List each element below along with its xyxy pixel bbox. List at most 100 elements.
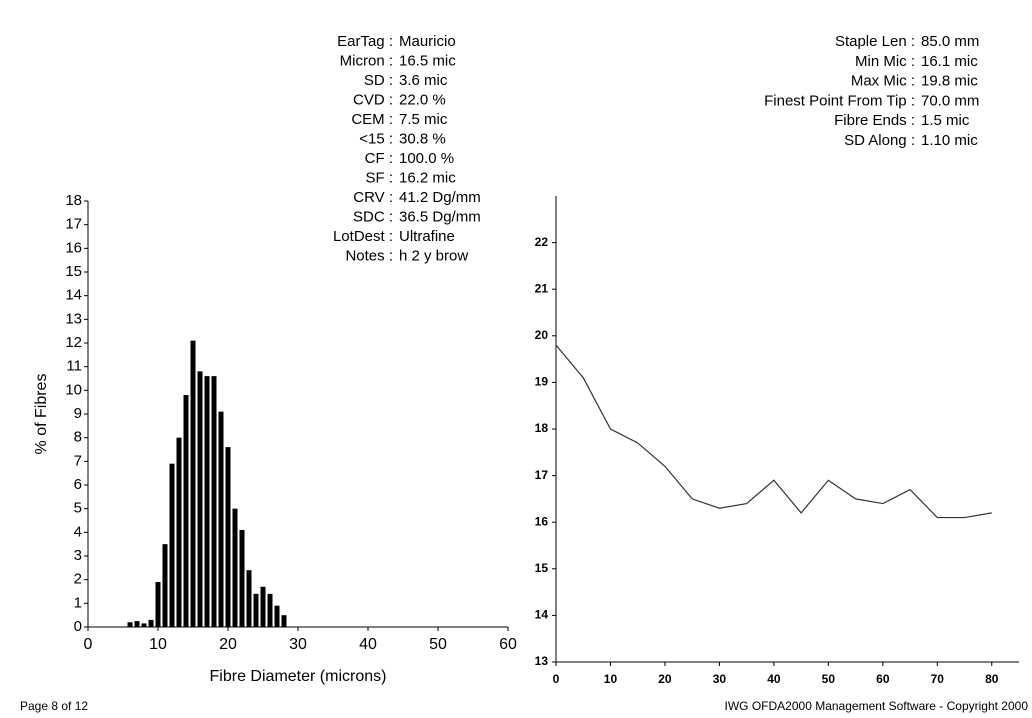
stat-label: SF :	[365, 169, 393, 186]
y-tick-label: 12	[65, 334, 82, 351]
stat-label: CVD :	[353, 91, 393, 108]
x-tick-label: 50	[429, 636, 447, 653]
y-axis-title: % of Fibres	[33, 374, 50, 455]
y-tick-label: 15	[535, 561, 549, 575]
stat-label: Fibre Ends :	[834, 112, 915, 129]
bar	[134, 621, 140, 627]
bar	[225, 447, 231, 627]
bar	[232, 508, 238, 627]
stat-label: Finest Point From Tip :	[764, 92, 915, 109]
y-tick-label: 20	[535, 328, 549, 342]
x-tick-label: 30	[713, 672, 727, 686]
stat-value: 70.0 mm	[921, 92, 979, 109]
stat-value: Mauricio	[399, 33, 456, 50]
x-tick-label: 60	[499, 636, 517, 653]
stat-value: h 2 y brow	[399, 247, 468, 264]
stat-label: SD :	[364, 72, 393, 89]
y-tick-label: 13	[65, 310, 82, 327]
stat-value: 16.5 mic	[399, 52, 456, 69]
bar	[155, 582, 161, 627]
bar	[274, 605, 280, 627]
bar	[218, 411, 224, 627]
x-tick-label: 20	[219, 636, 237, 653]
stat-value: 16.1 mic	[921, 53, 978, 70]
y-tick-label: 18	[535, 421, 549, 435]
x-tick-label: 20	[658, 672, 672, 686]
stat-label: EarTag :	[337, 33, 393, 50]
bar	[183, 395, 189, 627]
stat-value: 16.2 mic	[399, 169, 456, 186]
y-tick-label: 15	[65, 263, 82, 280]
y-tick-label: 2	[74, 571, 82, 588]
y-tick-label: 9	[74, 405, 82, 422]
y-tick-label: 8	[74, 429, 82, 446]
y-tick-label: 7	[74, 452, 82, 469]
stat-label: CRV :	[353, 189, 393, 206]
x-tick-label: 40	[359, 636, 377, 653]
x-tick-label: 70	[931, 672, 945, 686]
stat-label: Min Mic :	[855, 53, 915, 70]
y-tick-label: 1	[74, 594, 82, 611]
bar	[190, 340, 196, 627]
page-number: Page 8 of 12	[20, 699, 88, 713]
bar	[246, 570, 252, 627]
y-tick-label: 16	[65, 239, 82, 256]
bar	[253, 593, 259, 627]
bar	[141, 623, 147, 627]
y-tick-label: 16	[535, 514, 549, 528]
stat-label: CEM :	[351, 111, 393, 128]
stat-label: SDC :	[353, 208, 393, 225]
y-tick-label: 17	[535, 468, 549, 482]
stat-label: Max Mic :	[851, 73, 915, 90]
data-line	[555, 344, 992, 519]
bar	[176, 437, 182, 627]
stat-label: Micron :	[340, 52, 393, 69]
bar	[204, 376, 210, 627]
stat-value: 85.0 mm	[921, 33, 979, 50]
stat-value: 19.8 mic	[921, 73, 978, 90]
y-tick-label: 5	[74, 500, 82, 517]
y-tick-label: 4	[74, 523, 82, 540]
bar	[239, 529, 245, 627]
x-tick-label: 0	[84, 636, 93, 653]
bar	[267, 593, 273, 627]
stat-label: SD Along :	[844, 132, 915, 149]
stat-label: Staple Len :	[835, 33, 915, 50]
stat-value: 3.6 mic	[399, 72, 448, 89]
bar	[169, 463, 175, 627]
y-tick-label: 13	[535, 654, 549, 668]
stat-value: 22.0 %	[399, 91, 446, 108]
y-tick-label: 10	[65, 381, 82, 398]
bar	[162, 544, 168, 627]
stat-label: Notes :	[345, 247, 393, 264]
y-tick-label: 19	[535, 375, 549, 389]
x-tick-label: 80	[985, 672, 999, 686]
stat-value: 30.8 %	[399, 130, 446, 147]
y-tick-label: 6	[74, 476, 82, 493]
stat-label: LotDest :	[333, 228, 393, 245]
y-tick-label: 11	[66, 358, 82, 375]
y-tick-label: 17	[65, 216, 82, 233]
x-tick-label: 50	[822, 672, 836, 686]
bar	[260, 586, 266, 627]
y-tick-label: 3	[74, 547, 82, 564]
x-tick-label: 60	[876, 672, 890, 686]
y-tick-label: 0	[74, 618, 82, 635]
bar	[211, 376, 217, 627]
x-tick-label: 30	[289, 636, 307, 653]
x-tick-label: 40	[767, 672, 781, 686]
bar	[148, 619, 154, 627]
bar	[127, 622, 133, 627]
x-tick-label: 0	[553, 672, 560, 686]
stat-label: CF :	[365, 150, 393, 167]
stat-label: <15 :	[359, 130, 393, 147]
x-tick-label: 10	[604, 672, 618, 686]
stat-value: 100.0 %	[399, 150, 454, 167]
y-tick-label: 18	[65, 192, 82, 209]
stat-value: Ultrafine	[399, 228, 455, 245]
y-tick-label: 22	[535, 235, 549, 249]
stat-value: 41.2 Dg/mm	[399, 189, 481, 206]
bar	[281, 615, 287, 627]
bar	[197, 371, 203, 627]
